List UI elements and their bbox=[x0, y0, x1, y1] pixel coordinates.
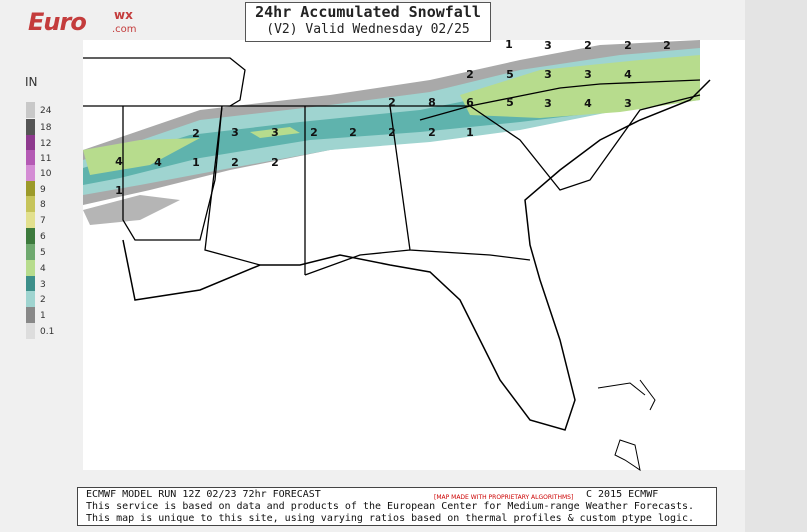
title: 24hr Accumulated Snowfall bbox=[255, 3, 481, 21]
subtitle: (V2) Valid Wednesday 02/25 bbox=[266, 22, 470, 37]
legend-swatch bbox=[26, 102, 35, 118]
snow-label: 2 bbox=[388, 126, 396, 139]
legend-swatch bbox=[26, 307, 35, 323]
snow-label: 3 bbox=[584, 68, 592, 81]
snow-label: 1 bbox=[505, 38, 513, 51]
legend-swatch bbox=[26, 291, 35, 307]
legend-label: 6 bbox=[40, 232, 46, 242]
legend-label: 18 bbox=[40, 123, 52, 133]
legend-swatch bbox=[26, 323, 35, 339]
snow-label: 2 bbox=[466, 68, 474, 81]
legend-label: 3 bbox=[40, 280, 46, 290]
snow-label: 2 bbox=[192, 127, 200, 140]
snow-label: 1 bbox=[192, 156, 200, 169]
legend-swatch bbox=[26, 181, 35, 197]
snow-label: 2 bbox=[349, 126, 357, 139]
bahamas bbox=[614, 439, 641, 472]
logo-sup: wx bbox=[114, 8, 133, 22]
snow-label: 2 bbox=[388, 96, 396, 109]
legend-swatch bbox=[26, 228, 35, 244]
legend-swatch bbox=[26, 165, 35, 181]
snow-label: 4 bbox=[584, 97, 592, 110]
legend: 24 18 12 11 10 9 8 7 6 5 4 3 2 1 0.1 bbox=[26, 102, 54, 339]
legend-label: 9 bbox=[40, 185, 46, 195]
state-borders bbox=[83, 57, 701, 276]
logo: Euro wx .com bbox=[28, 8, 137, 36]
snow-label: 2 bbox=[624, 39, 632, 52]
footer-line: This service is based on data and produc… bbox=[86, 501, 695, 512]
coastline bbox=[122, 79, 711, 431]
snow-label: 3 bbox=[271, 126, 279, 139]
snow-label: 2 bbox=[584, 39, 592, 52]
legend-label: 5 bbox=[40, 248, 46, 258]
footer-copyright: C 2015 ECMWF bbox=[586, 489, 659, 500]
footer-line: This map is unique to this site, using v… bbox=[86, 513, 695, 524]
title-box: 24hr Accumulated Snowfall (V2) Valid Wed… bbox=[245, 2, 491, 42]
bahamas bbox=[597, 379, 656, 411]
snow-label: 3 bbox=[544, 39, 552, 52]
legend-swatch bbox=[26, 276, 35, 292]
legend-unit: IN bbox=[25, 75, 38, 89]
snow-label: 1 bbox=[466, 126, 474, 139]
snow-label: 6 bbox=[466, 96, 474, 109]
snow-label: 3 bbox=[624, 97, 632, 110]
snow-label: 4 bbox=[624, 68, 632, 81]
legend-label: 8 bbox=[40, 200, 46, 210]
snow-label: 1 bbox=[115, 184, 123, 197]
legend-swatch bbox=[26, 150, 35, 166]
legend-label: 0.1 bbox=[40, 327, 54, 337]
snow-label: 8 bbox=[428, 96, 436, 109]
snow-labels: 1 3 2 2 2 2 5 3 3 4 2 8 6 5 3 4 3 2 3 3 2 2 2 2 1 4 4 1 2 2 1 bbox=[115, 38, 671, 197]
legend-label: 4 bbox=[40, 264, 46, 274]
snow-label: 4 bbox=[115, 155, 123, 168]
snow-label: 2 bbox=[231, 156, 239, 169]
legend-label: 1 bbox=[40, 311, 46, 321]
legend-label: 10 bbox=[40, 169, 52, 179]
legend-label: 7 bbox=[40, 216, 46, 226]
snow-label: 2 bbox=[663, 39, 671, 52]
legend-swatch bbox=[26, 244, 35, 260]
footer: ECMWF MODEL RUN 12Z 02/23 72hr FORECAST … bbox=[77, 487, 717, 526]
footer-line: ECMWF MODEL RUN 12Z 02/23 72hr FORECAST bbox=[86, 489, 321, 500]
snow-shading bbox=[83, 40, 700, 225]
snow-label: 3 bbox=[231, 126, 239, 139]
legend-swatch bbox=[26, 212, 35, 228]
snow-label: 3 bbox=[544, 68, 552, 81]
snow-label: 3 bbox=[544, 97, 552, 110]
snow-label: 5 bbox=[506, 68, 514, 81]
legend-label: 11 bbox=[40, 154, 51, 164]
footer-note: [MAP MADE WITH PROPRIETARY ALGORITHMS] bbox=[434, 494, 574, 501]
snow-label: 4 bbox=[154, 156, 162, 169]
snow-label: 2 bbox=[271, 156, 279, 169]
snow-label: 5 bbox=[506, 96, 514, 109]
legend-swatch bbox=[26, 135, 35, 151]
legend-label: 2 bbox=[40, 295, 46, 305]
logo-domain: .com bbox=[112, 24, 137, 35]
logo-text: Euro bbox=[28, 8, 87, 36]
legend-swatch bbox=[26, 196, 35, 212]
legend-swatch bbox=[26, 119, 35, 135]
legend-swatch bbox=[26, 260, 35, 276]
legend-label: 12 bbox=[40, 139, 51, 149]
snow-label: 2 bbox=[310, 126, 318, 139]
legend-label: 24 bbox=[40, 106, 52, 116]
snow-label: 2 bbox=[428, 126, 436, 139]
background-strip bbox=[745, 0, 807, 532]
